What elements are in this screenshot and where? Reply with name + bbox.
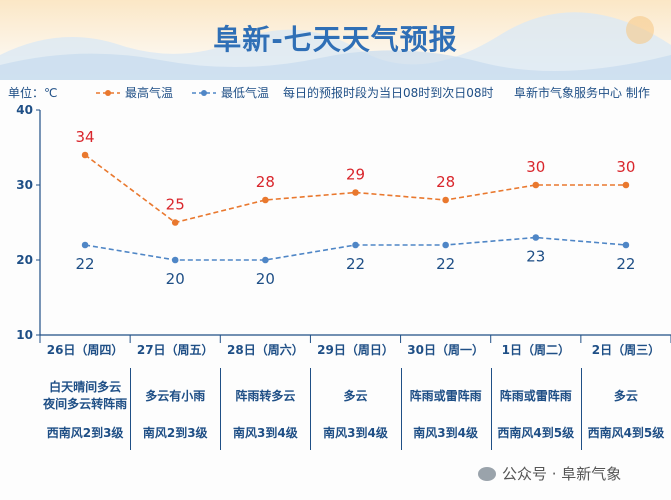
x-tick-label: 30日（周一） [407,342,484,357]
day-column: 多云南风3到4级 [310,368,400,450]
y-tick-label: 20 [16,253,33,267]
data-label: 34 [76,128,95,146]
data-point [262,256,269,264]
column-divider [580,368,582,450]
weather-line: 多云 [343,388,368,403]
day-column: 阵雨或雷阵雨 南风3到4级 [401,368,491,450]
weather-line: 多云 [613,388,638,403]
legend-low-marker [192,89,217,96]
weather-line: 多云有小雨 [145,388,206,403]
data-label: 22 [346,255,365,273]
weather-line: 阵雨转多云 [235,388,296,403]
column-divider [220,368,222,450]
data-point [81,151,89,159]
weather-text: 阵雨转多云 [220,376,310,416]
unit-label: 单位：℃ [8,86,58,100]
data-label: 28 [256,173,275,191]
data-point [81,241,89,249]
legend-low-label: 最低气温 [221,86,270,100]
column-divider [310,368,312,450]
wind-text: 南风3到4级 [233,426,298,440]
weather-line: 阵雨或雷阵雨 [499,388,572,403]
data-point [352,241,359,249]
data-point [532,181,540,189]
data-point [622,181,630,189]
data-label: 29 [346,166,365,184]
wind-text: 西南风2到3级 [46,426,124,440]
weather-text: 白天晴间多云 夜间多云转阵雨 [40,376,130,416]
day-column: 多云有小雨南风2到3级 [130,368,220,450]
data-point [352,189,359,196]
wind-text: 南风2到3级 [142,426,208,440]
x-tick-label: 29日（周日） [317,342,394,357]
column-divider [490,368,492,450]
weather-line: 白天晴间多云 [49,380,122,394]
legend: 最高气温 最低气温 [95,84,269,101]
header-background [0,0,671,80]
data-point [442,241,449,249]
footer-watermark: 公众号 · 阜新气象 [478,463,621,484]
data-label: 22 [616,255,635,273]
data-point [622,241,630,249]
wechat-icon [478,466,496,481]
day-column: 白天晴间多云 夜间多云转阵雨 西南风2到3级 [40,368,130,450]
column-divider [400,368,402,450]
weather-text: 多云 [310,376,400,416]
data-label: 28 [436,173,455,191]
x-tick-label: 26日（周四） [47,342,124,357]
data-point [262,196,269,204]
wind-text: 南风3到4级 [413,426,478,440]
column-divider [130,368,132,450]
legend-high-marker [96,89,120,96]
data-point [171,256,179,264]
wind-text: 西南风4到5级 [587,426,665,440]
x-tick-label: 27日（周五） [137,342,214,357]
data-point [171,219,179,226]
data-label: 20 [166,270,185,288]
legend-high-label: 最高气温 [125,86,174,100]
day-column: 阵雨转多云南风3到4级 [220,368,310,450]
producer-label: 阜新市气象服务中心 制作 [514,86,650,100]
weather-text: 阵雨或雷阵雨 [401,376,491,416]
y-tick-label: 30 [16,178,33,192]
forecast-table: 白天晴间多云 夜间多云转阵雨 西南风2到3级 多云有小雨 南风2到3级 阵雨转多云 南风3到… [40,368,671,450]
forecast-period-note: 每日的预报时段为当日08时到次日08时 [283,86,494,100]
wind-text: 西南风4到5级 [497,426,575,440]
day-column: 多云西南风4到5级 [581,368,671,450]
weather-text: 多云有小雨 [130,376,220,416]
data-point [442,196,449,204]
y-tick-label: 10 [16,328,33,342]
day-column: 阵雨或雷阵雨 西南风4到5级 [491,368,581,450]
data-label: 22 [76,255,95,273]
legend-item-low: 最低气温 [191,84,269,101]
page-title: 阜新-七天天气预报 [213,23,458,56]
data-label: 23 [526,248,545,266]
y-tick-label: 40 [16,103,33,117]
x-tick-label: 1日（周二） [502,342,570,357]
data-point [532,234,540,241]
weather-line: 夜间多云转阵雨 [43,397,128,411]
weather-line: 阵雨或雷阵雨 [409,388,482,403]
data-label: 25 [166,196,185,214]
weather-text: 多云 [581,376,671,416]
legend-item-high: 最高气温 [95,84,173,101]
temperature-chart: 10 20 30 40 26日（周四） 27日（周五） 28日（周六） 29日（周日） 30日（… [16,103,671,357]
footer-text: 公众号 · 阜新气象 [502,465,622,483]
x-tick-label: 28日（周六） [227,342,304,357]
data-label: 20 [256,270,275,288]
data-label: 22 [436,255,455,273]
x-tick-label: 2日（周三） [592,342,660,357]
data-label: 30 [616,158,635,176]
weather-text: 阵雨或雷阵雨 [491,376,581,416]
wind-text: 南风3到4级 [323,426,388,440]
data-label: 30 [526,158,545,176]
